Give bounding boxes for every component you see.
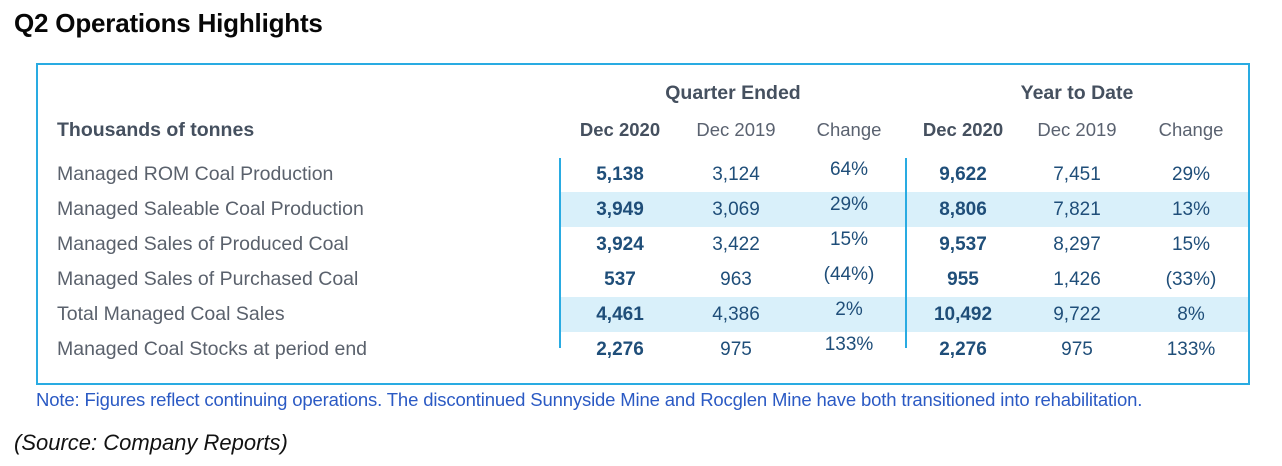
table-row: Managed Sales of Purchased Coal 537 963 … [38, 262, 1248, 297]
row-label: Managed Coal Stocks at period end [57, 338, 368, 360]
cell-y-dec-2019: 7,451 [1053, 163, 1101, 185]
cell-y-change: (33%) [1165, 268, 1217, 290]
header-gap [38, 149, 1248, 157]
cell-q-dec-2019: 963 [720, 268, 752, 290]
group-header-row: Quarter Ended Year to Date [38, 65, 1248, 111]
cell-q-change: 2% [792, 297, 906, 332]
cell-y-change: 29% [1171, 163, 1211, 185]
table-row: Managed Sales of Produced Coal 3,924 3,4… [38, 227, 1248, 262]
row-label: Managed ROM Coal Production [57, 163, 334, 185]
table-row: Managed Saleable Coal Production 3,949 3… [38, 192, 1248, 227]
cell-q-change: 133% [824, 334, 874, 355]
column-header-q-change: Change [816, 119, 882, 140]
cell-y-dec-2019: 9,722 [1020, 297, 1134, 332]
column-divider [905, 158, 907, 348]
row-label: Managed Sales of Produced Coal [57, 233, 349, 255]
cell-q-change: (44%) [823, 264, 875, 285]
cell-y-dec-2020: 8,806 [906, 192, 1020, 227]
cell-q-change: 15% [829, 229, 869, 250]
page-title: Q2 Operations Highlights [14, 8, 323, 38]
cell-q-dec-2019: 3,069 [680, 192, 792, 227]
cell-y-dec-2020: 10,492 [906, 297, 1020, 332]
column-header-row: Thousands of tonnes Dec 2020 Dec 2019 Ch… [38, 111, 1248, 149]
cell-y-dec-2019: 1,426 [1053, 268, 1101, 290]
cell-q-dec-2020: 2,276 [596, 338, 644, 360]
cell-q-change: 29% [792, 192, 906, 227]
column-header-q-dec-2019: Dec 2019 [696, 119, 776, 140]
column-header-q-dec-2020: Dec 2020 [579, 119, 661, 140]
cell-y-change: 133% [1166, 338, 1216, 360]
cell-q-dec-2019: 3,422 [712, 233, 760, 255]
row-label: Managed Sales of Purchased Coal [57, 268, 359, 290]
cell-y-change: 8% [1134, 297, 1248, 332]
row-label: Managed Saleable Coal Production [57, 198, 364, 220]
cell-q-dec-2020: 5,138 [596, 163, 644, 185]
column-header-y-dec-2019: Dec 2019 [1037, 119, 1117, 140]
column-header-y-change: Change [1158, 119, 1224, 140]
cell-q-dec-2019: 3,124 [712, 163, 760, 185]
group-header-quarter: Quarter Ended [665, 81, 801, 104]
cell-q-dec-2020: 537 [604, 268, 636, 290]
cell-q-dec-2020: 3,924 [596, 233, 644, 255]
cell-y-dec-2019: 975 [1061, 338, 1093, 360]
cell-y-change: 13% [1134, 192, 1248, 227]
source-note: (Source: Company Reports) [14, 430, 288, 455]
column-divider [559, 158, 561, 348]
group-header-spacer [38, 65, 560, 111]
table-row: Managed ROM Coal Production 5,138 3,124 … [38, 157, 1248, 192]
cell-y-dec-2019: 8,297 [1053, 233, 1101, 255]
cell-q-dec-2020: 4,461 [560, 297, 680, 332]
cell-q-dec-2020: 3,949 [560, 192, 680, 227]
cell-y-dec-2019: 7,821 [1020, 192, 1134, 227]
cell-y-dec-2020: 955 [947, 268, 979, 290]
cell-y-dec-2020: 9,537 [939, 233, 987, 255]
column-header-y-dec-2020: Dec 2020 [922, 119, 1004, 140]
cell-q-dec-2019: 4,386 [680, 297, 792, 332]
column-header-thousands-of-tonnes: Thousands of tonnes [57, 118, 255, 141]
table-row: Total Managed Coal Sales 4,461 4,386 2% … [38, 297, 1248, 332]
cell-y-change: 15% [1171, 233, 1211, 255]
cell-q-change: 64% [829, 159, 869, 180]
operations-table: Quarter Ended Year to Date Thousands of … [36, 63, 1250, 385]
table-row: Managed Coal Stocks at period end 2,276 … [38, 332, 1248, 367]
footnote: Note: Figures reflect continuing operati… [36, 389, 1143, 410]
cell-y-dec-2020: 2,276 [939, 338, 987, 360]
row-label: Total Managed Coal Sales [57, 303, 285, 325]
cell-y-dec-2020: 9,622 [939, 163, 987, 185]
group-header-ytd: Year to Date [1020, 81, 1134, 104]
cell-q-dec-2019: 975 [720, 338, 752, 360]
